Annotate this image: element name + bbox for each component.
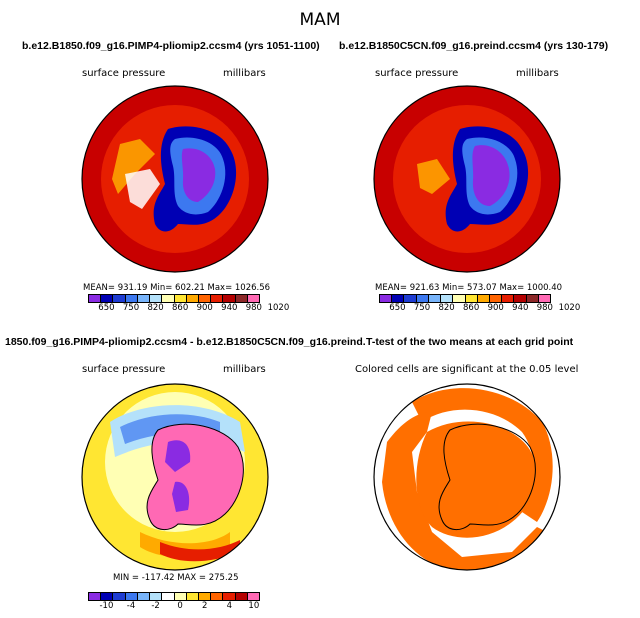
colorbar-label: 900 bbox=[487, 303, 504, 313]
colorbar-box bbox=[465, 295, 478, 302]
panel4-map bbox=[373, 383, 561, 571]
colorbar-box bbox=[211, 295, 224, 302]
colorbar-box bbox=[247, 295, 260, 302]
colorbar-label: 940 bbox=[512, 303, 529, 313]
colorbar-abs-1-ticks: 650 750 820 860 900 940 980 1020 bbox=[88, 303, 289, 315]
panel3-stats: MIN = -117.42 MAX = 275.25 bbox=[113, 573, 239, 583]
colorbar-box bbox=[186, 593, 199, 600]
panel2-variable: surface pressure bbox=[375, 68, 459, 79]
colorbar-box bbox=[235, 593, 248, 600]
panel2-colorbar: 650 750 820 860 900 940 980 1020 bbox=[379, 294, 580, 315]
colorbar-label: -4 bbox=[126, 601, 136, 611]
colorbar-box bbox=[489, 295, 503, 302]
panel2-units: millibars bbox=[516, 68, 559, 79]
colorbar-box bbox=[150, 295, 163, 302]
colorbar-label: 940 bbox=[221, 303, 238, 313]
colorbar-label: -10 bbox=[99, 601, 114, 611]
colorbar-label: 10 bbox=[248, 601, 260, 611]
colorbar-label: 900 bbox=[196, 303, 213, 313]
panel3-variable: surface pressure bbox=[82, 364, 166, 375]
colorbar-box bbox=[416, 295, 429, 302]
colorbar-box bbox=[137, 593, 151, 600]
colorbar-label: 980 bbox=[245, 303, 262, 313]
colorbar-label: 750 bbox=[413, 303, 431, 313]
colorbar-box bbox=[404, 295, 417, 302]
panel1-variable: surface pressure bbox=[82, 68, 166, 79]
panel3-title: 1850.f09_g16.PIMP4-pliomip2.ccsm4 - b.e1… bbox=[5, 336, 365, 348]
season-title: MAM bbox=[299, 10, 341, 30]
colorbar-label: 750 bbox=[122, 303, 140, 313]
colorbar-box bbox=[502, 295, 515, 302]
colorbar-label: 860 bbox=[463, 303, 480, 313]
colorbar-box bbox=[162, 593, 175, 600]
colorbar-diff bbox=[88, 592, 260, 601]
panel2-stats: MEAN= 921.63 Min= 573.07 Max= 1000.40 bbox=[375, 283, 563, 293]
colorbar-box bbox=[514, 295, 527, 302]
colorbar-label: 820 bbox=[147, 303, 164, 313]
panel3-colorbar: -10 -4 -2 0 2 4 10 bbox=[88, 592, 260, 613]
colorbar-box bbox=[174, 295, 187, 302]
colorbar-box bbox=[186, 295, 199, 302]
panel3-map bbox=[81, 383, 269, 571]
colorbar-box bbox=[150, 593, 163, 600]
colorbar-box bbox=[89, 295, 102, 302]
panel1-colorbar: 650 750 820 860 900 940 980 1020 bbox=[88, 294, 289, 315]
panel4-title: T-test of the two means at each grid poi… bbox=[366, 336, 574, 348]
colorbar-box bbox=[453, 295, 466, 302]
colorbar-box bbox=[174, 593, 187, 600]
panel4-note: Colored cells are significant at the 0.0… bbox=[355, 364, 579, 375]
colorbar-box bbox=[125, 295, 138, 302]
colorbar-abs-2-ticks: 650 750 820 860 900 940 980 1020 bbox=[379, 303, 580, 315]
colorbar-box bbox=[137, 295, 151, 302]
colorbar-box bbox=[113, 295, 126, 302]
colorbar-label: -2 bbox=[151, 601, 160, 611]
colorbar-box bbox=[89, 593, 102, 600]
colorbar-box bbox=[247, 593, 260, 600]
colorbar-label: 820 bbox=[438, 303, 455, 313]
panel3-units: millibars bbox=[223, 364, 266, 375]
colorbar-box bbox=[101, 593, 114, 600]
colorbar-box bbox=[101, 295, 114, 302]
colorbar-box bbox=[392, 295, 405, 302]
colorbar-box bbox=[223, 593, 236, 600]
panel1-map bbox=[81, 85, 269, 273]
panel1-title: b.e12.B1850.f09_g16.PIMP4-pliomip2.ccsm4… bbox=[22, 40, 320, 52]
colorbar-box bbox=[380, 295, 393, 302]
colorbar-label: 650 bbox=[389, 303, 406, 313]
colorbar-label: 980 bbox=[536, 303, 553, 313]
panel2-map bbox=[373, 85, 561, 273]
colorbar-label: 0 bbox=[177, 601, 183, 611]
colorbar-label: 860 bbox=[172, 303, 189, 313]
colorbar-box bbox=[235, 295, 248, 302]
colorbar-box bbox=[526, 295, 539, 302]
colorbar-box bbox=[198, 593, 212, 600]
colorbar-box bbox=[428, 295, 442, 302]
colorbar-abs-2 bbox=[379, 294, 551, 303]
colorbar-abs-1 bbox=[88, 294, 260, 303]
colorbar-label: 2 bbox=[201, 601, 208, 611]
panel2-title: b.e12.B1850C5CN.f09_g16.preind.ccsm4 (yr… bbox=[339, 40, 609, 52]
colorbar-box bbox=[477, 295, 490, 302]
colorbar-box bbox=[223, 295, 236, 302]
colorbar-box bbox=[162, 295, 175, 302]
colorbar-box bbox=[125, 593, 138, 600]
colorbar-box bbox=[538, 295, 551, 302]
colorbar-diff-ticks: -10 -4 -2 0 2 4 10 bbox=[88, 601, 260, 613]
colorbar-label: 1020 bbox=[267, 303, 290, 313]
colorbar-label: 650 bbox=[98, 303, 115, 313]
panel1-units: millibars bbox=[223, 68, 266, 79]
colorbar-box bbox=[113, 593, 126, 600]
panel1-stats: MEAN= 931.19 Min= 602.21 Max= 1026.56 bbox=[83, 283, 271, 293]
colorbar-box bbox=[211, 593, 224, 600]
colorbar-box bbox=[441, 295, 454, 302]
colorbar-label: 4 bbox=[226, 601, 232, 611]
colorbar-label: 1020 bbox=[558, 303, 581, 313]
colorbar-box bbox=[198, 295, 212, 302]
